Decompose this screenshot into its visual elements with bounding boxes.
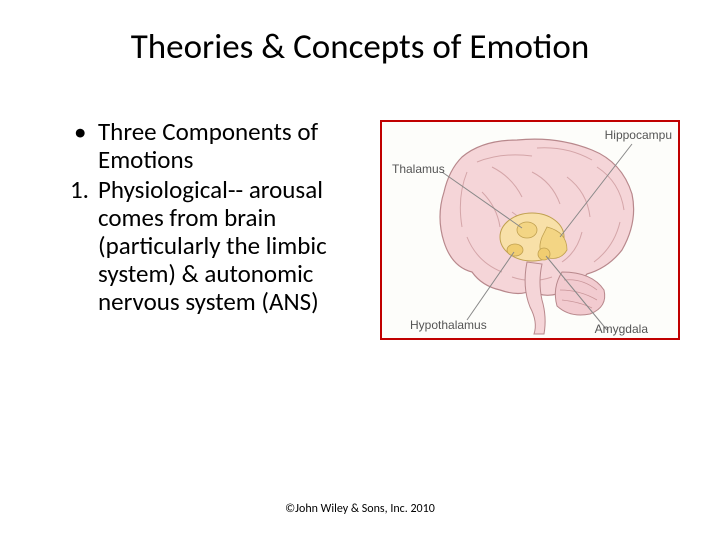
label-thalamus: Thalamus bbox=[392, 162, 445, 176]
bullet-text: Three Components of Emotions bbox=[98, 118, 370, 174]
text-column: • Three Components of Emotions 1. Physio… bbox=[40, 118, 370, 340]
cerebellum bbox=[555, 272, 604, 315]
copyright-footer: ©John Wiley & Sons, Inc. 2010 bbox=[0, 502, 720, 516]
number-marker: 1. bbox=[70, 176, 98, 316]
numbered-text: Physiological-- arousal comes from brain… bbox=[98, 176, 370, 316]
numbered-item: 1. Physiological-- arousal comes from br… bbox=[70, 176, 370, 316]
brain-svg bbox=[382, 122, 678, 338]
brain-diagram: Thalamus Hippocampu Hypothalamus Amygdal… bbox=[380, 120, 680, 340]
label-hypothalamus: Hypothalamus bbox=[410, 318, 487, 332]
bullet-item: • Three Components of Emotions bbox=[70, 118, 370, 174]
hypothalamus-shape bbox=[507, 244, 523, 256]
content-area: • Three Components of Emotions 1. Physio… bbox=[0, 68, 720, 340]
bullet-marker: • bbox=[70, 118, 98, 174]
label-hippocampus: Hippocampu bbox=[605, 128, 672, 142]
label-amygdala: Amygdala bbox=[595, 322, 648, 336]
thalamus-shape bbox=[517, 222, 537, 238]
slide-title: Theories & Concepts of Emotion bbox=[0, 0, 720, 68]
figure-column: Thalamus Hippocampu Hypothalamus Amygdal… bbox=[380, 118, 680, 340]
